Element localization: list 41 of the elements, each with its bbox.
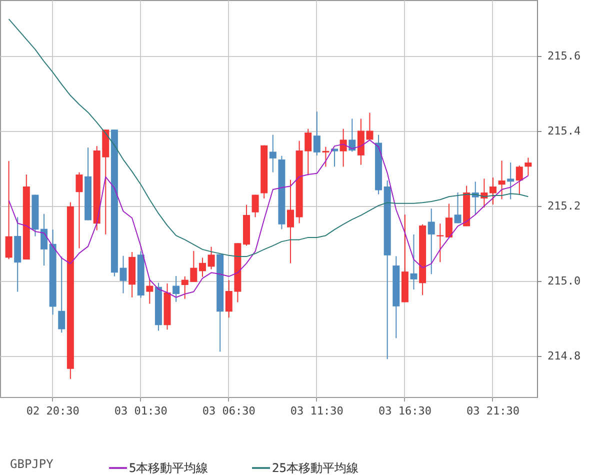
candlestick xyxy=(524,157,532,176)
x-tick-label: 03 01:30 xyxy=(114,404,168,418)
candlestick xyxy=(489,177,496,205)
candlestick xyxy=(410,234,418,290)
line-series xyxy=(8,18,529,258)
candlestick xyxy=(172,276,180,302)
candlestick xyxy=(208,246,215,270)
y-tick-label: 214.8 xyxy=(548,349,581,362)
x-tick-label: 03 11:30 xyxy=(290,404,344,418)
x-tick-label: 03 06:30 xyxy=(202,404,256,418)
candlestick xyxy=(331,148,338,168)
candlestick xyxy=(76,172,83,249)
candlestick xyxy=(198,257,206,278)
candlestick xyxy=(5,160,12,260)
text: GBPJPY xyxy=(10,457,54,471)
candlestick xyxy=(454,192,462,224)
candlestick xyxy=(498,160,506,200)
candlestick xyxy=(507,162,514,200)
candlestick xyxy=(40,213,48,266)
x-tick-label: 03 21:30 xyxy=(466,404,520,418)
x-tick-label: 03 16:30 xyxy=(378,404,432,418)
candlestick xyxy=(428,208,435,275)
y-tick-label: 215.2 xyxy=(548,199,581,212)
candlestick xyxy=(313,111,320,156)
x-tick-label: 02 20:30 xyxy=(26,404,80,418)
candlestick xyxy=(340,128,347,168)
legend-label: 5本移動平均線 xyxy=(129,461,208,475)
y-tick-label: 215.0 xyxy=(548,274,581,288)
candlestick xyxy=(269,134,276,173)
legend-label: 25本移動平均線 xyxy=(272,461,358,475)
candlestick xyxy=(436,223,444,263)
candlestick xyxy=(146,279,154,304)
candlestick xyxy=(322,146,330,168)
candlestick xyxy=(348,118,356,152)
candlestick xyxy=(445,203,452,238)
candlestick xyxy=(252,194,259,218)
candlestick xyxy=(287,179,294,264)
y-tick-label: 215.4 xyxy=(548,124,581,138)
candlestick xyxy=(516,165,523,196)
candlestick xyxy=(58,256,66,334)
y-tick-label: 215.6 xyxy=(548,50,581,63)
